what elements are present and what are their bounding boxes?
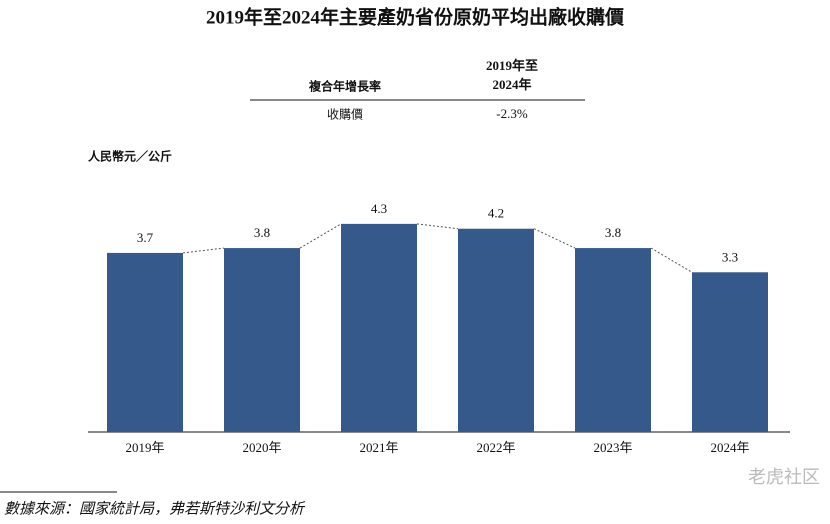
connector: [182, 247, 225, 254]
source-note: 數據來源：國家統計局，弗若斯特沙利文分析: [4, 500, 306, 517]
watermark: 老虎社区: [748, 467, 820, 488]
connector: [650, 247, 693, 273]
connector: [533, 228, 576, 249]
value-label: 4.2: [488, 206, 504, 221]
value-label: 3.3: [722, 249, 738, 264]
table-cell: -2.3%: [496, 106, 528, 121]
x-tick-label: 2023年: [593, 440, 632, 455]
unit-label: 人民幣元／公斤: [88, 149, 172, 164]
x-tick-label: 2021年: [359, 440, 398, 455]
table-header: 2019年至: [486, 58, 538, 73]
bar: [575, 248, 651, 432]
value-label: 3.8: [605, 225, 621, 240]
bar: [692, 272, 768, 432]
connector: [299, 223, 342, 249]
bar: [224, 248, 300, 432]
x-tick-label: 2019年: [125, 440, 164, 455]
chart-title: 2019年至2024年主要產奶省份原奶平均出廠收購價: [206, 5, 625, 28]
value-label: 4.3: [371, 201, 387, 216]
bar: [341, 223, 417, 432]
connector: [416, 223, 459, 230]
x-tick-label: 2020年: [242, 440, 281, 455]
value-label: 3.8: [254, 225, 270, 240]
bar: [107, 252, 183, 432]
table-header: 2024年: [492, 77, 531, 92]
x-tick-label: 2022年: [476, 440, 515, 455]
x-tick-label: 2024年: [710, 440, 749, 455]
value-label: 3.7: [137, 230, 154, 245]
bar: [458, 228, 534, 432]
table-header: 複合年增長率: [308, 79, 381, 94]
table-cell: 收購價: [327, 108, 363, 122]
